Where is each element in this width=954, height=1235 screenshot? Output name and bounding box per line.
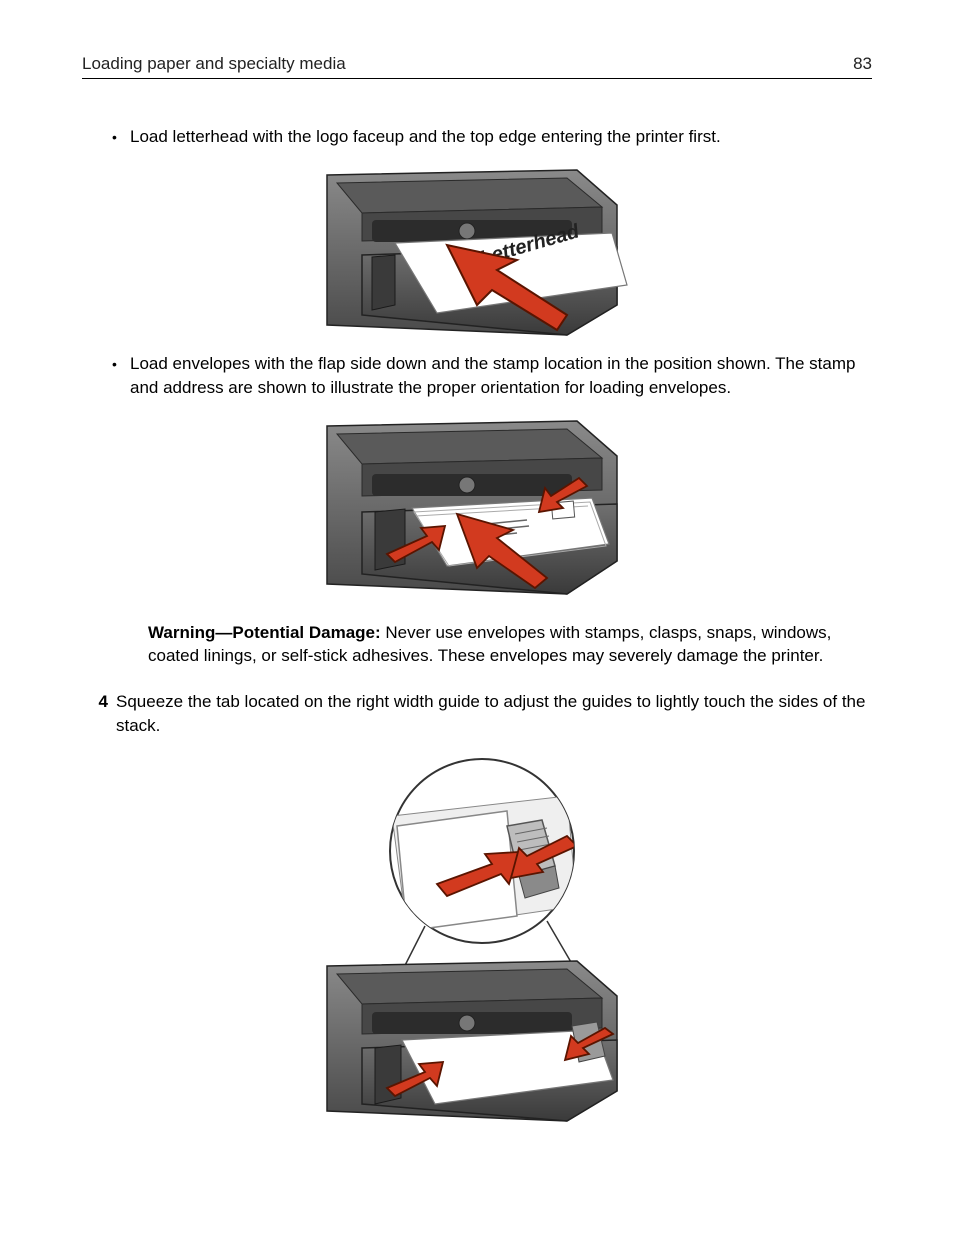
bullet-text: Load letterhead with the logo faceup and… xyxy=(130,125,872,149)
bullet-item: • Load envelopes with the flap side down… xyxy=(112,352,872,400)
section-title: Loading paper and specialty media xyxy=(82,54,346,74)
bullet-text: Load envelopes with the flap side down a… xyxy=(130,352,872,400)
page-content: • Load letterhead with the logo faceup a… xyxy=(82,79,872,1126)
figure-width-guide xyxy=(82,756,872,1126)
manual-page: Loading paper and specialty media 83 • L… xyxy=(0,0,954,1235)
warning-label: Warning—Potential Damage: xyxy=(148,623,381,642)
figure-letterhead: Letterhead xyxy=(82,165,872,340)
page-number: 83 xyxy=(853,54,872,74)
bullet-marker: • xyxy=(112,125,130,149)
step-text: Squeeze the tab located on the right wid… xyxy=(116,690,872,738)
bullet-item: • Load letterhead with the logo faceup a… xyxy=(112,125,872,149)
step-number: 4 xyxy=(82,690,116,714)
figure-envelope xyxy=(82,416,872,601)
page-header: Loading paper and specialty media 83 xyxy=(82,54,872,79)
bullet-marker: • xyxy=(112,352,130,376)
numbered-step: 4 Squeeze the tab located on the right w… xyxy=(82,690,872,738)
warning-note: Warning—Potential Damage: Never use enve… xyxy=(148,621,872,669)
